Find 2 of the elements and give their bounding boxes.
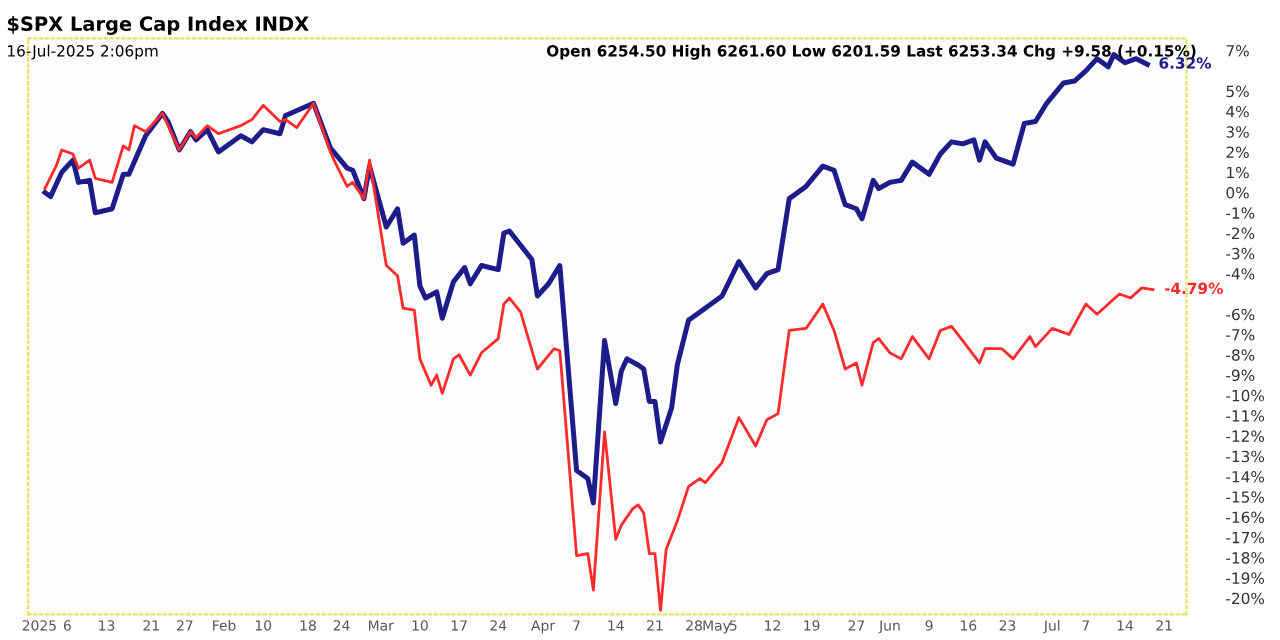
line-series	[43, 101, 1155, 612]
chart-title: $SPX Large Cap Index INDX	[7, 16, 309, 35]
